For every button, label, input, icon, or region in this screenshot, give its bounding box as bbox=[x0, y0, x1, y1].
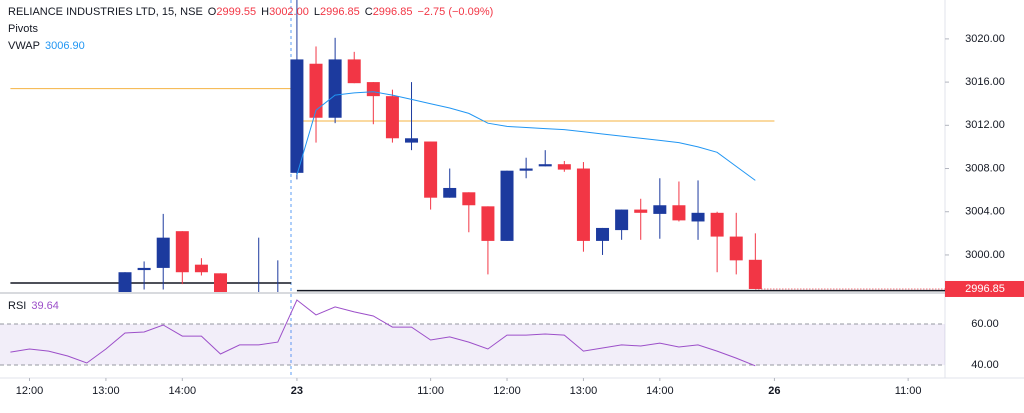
candle-body bbox=[175, 231, 189, 273]
ohlc-key: L bbox=[314, 6, 320, 18]
candle-body bbox=[424, 141, 438, 198]
x-tick-label: 12:00 bbox=[16, 385, 44, 397]
candle-body bbox=[252, 296, 265, 300]
candle-body bbox=[729, 236, 743, 261]
x-tick-label: 12:00 bbox=[493, 385, 521, 397]
candle-body bbox=[156, 237, 170, 268]
x-tick-label: 23 bbox=[291, 385, 303, 397]
rsi-band bbox=[0, 323, 945, 366]
ohlc-key: O bbox=[208, 6, 217, 18]
vwap-legend: VWAP 3006.90 bbox=[8, 40, 85, 52]
candle-body bbox=[672, 205, 686, 221]
candle-body bbox=[691, 212, 705, 222]
candle-body bbox=[576, 168, 590, 241]
rsi-tick-label: 40.00 bbox=[971, 359, 999, 371]
candle-body bbox=[309, 63, 323, 118]
y-tick-label: 3020.00 bbox=[965, 33, 1005, 45]
y-tick-label: 3000.00 bbox=[965, 249, 1005, 261]
ohlc-value: 3002.00 bbox=[269, 6, 309, 18]
candle-body bbox=[596, 227, 610, 241]
candle-body bbox=[328, 59, 342, 118]
candle-body bbox=[481, 206, 495, 241]
overlay: 3000.00 3004.00 3008.00 3012.00 3016.00 3020.… bbox=[8, 6, 1024, 397]
candle-body bbox=[385, 96, 399, 139]
candle-body bbox=[443, 187, 457, 198]
change: −2.75 (−0.09%) bbox=[417, 6, 493, 18]
x-tick-label: 11:00 bbox=[895, 385, 922, 397]
pivots-label: Pivots bbox=[8, 23, 38, 35]
candle-body bbox=[194, 264, 208, 273]
x-tick-label: 13:00 bbox=[92, 385, 120, 397]
ohlc-value: 2996.85 bbox=[373, 6, 413, 18]
y-tick-label: 3004.00 bbox=[965, 206, 1005, 218]
y-tick-label: 3012.00 bbox=[965, 119, 1005, 131]
rsi-label: RSI bbox=[8, 300, 26, 312]
x-tick-label: 14:00 bbox=[169, 385, 197, 397]
candle-body bbox=[271, 295, 284, 299]
ohlc-key: C bbox=[365, 6, 373, 18]
rsi-line bbox=[10, 299, 756, 367]
rsi-value: 39.64 bbox=[31, 300, 59, 312]
vwap-line bbox=[296, 91, 756, 181]
candle-body bbox=[557, 164, 571, 170]
vwap-value: 3006.90 bbox=[45, 40, 85, 52]
candle-body bbox=[519, 168, 533, 171]
y-tick-label: 3008.00 bbox=[965, 162, 1005, 174]
rsi-legend: RSI 39.64 bbox=[8, 300, 59, 312]
ohlc-value: 2996.85 bbox=[320, 6, 360, 18]
candle-body bbox=[214, 273, 228, 292]
candle-body bbox=[118, 272, 132, 292]
candle-body bbox=[500, 170, 514, 241]
candle-body bbox=[615, 209, 629, 231]
candle-body bbox=[710, 212, 724, 237]
vwap-label: VWAP bbox=[8, 40, 40, 52]
candle-body bbox=[748, 259, 762, 289]
candle-body bbox=[366, 82, 380, 97]
y-tick-label: 3016.00 bbox=[965, 76, 1005, 88]
x-tick-label: 11:00 bbox=[417, 385, 444, 397]
ohlc-key: H bbox=[261, 6, 269, 18]
x-tick-label: 14:00 bbox=[646, 385, 674, 397]
candle-body bbox=[290, 59, 304, 173]
candle-body bbox=[137, 267, 151, 271]
candle-body bbox=[405, 138, 419, 143]
candle-body bbox=[653, 205, 667, 214]
symbol-title: RELIANCE INDUSTRIES LTD, 15, NSE bbox=[8, 6, 203, 18]
candle-body bbox=[462, 192, 476, 206]
candle-body bbox=[347, 59, 361, 84]
rsi-pane bbox=[0, 299, 945, 367]
x-tick-label: 26 bbox=[768, 385, 780, 397]
legend-row: RELIANCE INDUSTRIES LTD, 15, NSE O2999.55… bbox=[8, 6, 493, 18]
price-pane bbox=[10, 0, 945, 300]
last-price-box bbox=[945, 280, 1024, 297]
x-tick-label: 13:00 bbox=[570, 385, 598, 397]
last-price-label: 2996.85 bbox=[965, 283, 1005, 295]
candle-body bbox=[634, 209, 648, 213]
ohlc-value: 2999.55 bbox=[216, 6, 256, 18]
candle-body bbox=[538, 164, 552, 167]
rsi-tick-label: 60.00 bbox=[971, 318, 999, 330]
